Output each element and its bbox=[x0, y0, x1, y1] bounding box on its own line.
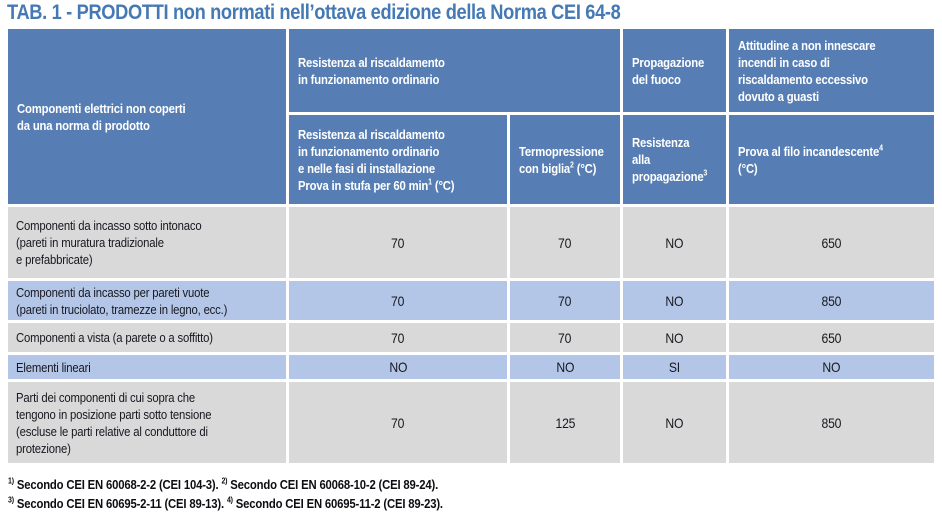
footnote-marker-3: 3 bbox=[703, 168, 708, 178]
row-3-glow-wire-value: 650 bbox=[729, 323, 934, 352]
row-3-label: Componenti a vista (a parete o a soffitt… bbox=[8, 323, 286, 352]
row-4-label: Elementi lineari bbox=[8, 355, 286, 379]
header-ignition-aptitude-group: Attitudine a non innescare incendi in ca… bbox=[729, 29, 934, 112]
header-oven-test: Resistenza al riscaldamento in funzionam… bbox=[289, 115, 507, 204]
row-1-ball-value: 70 bbox=[510, 207, 620, 278]
row-5-glow-wire-value: 850 bbox=[729, 382, 934, 463]
footnote-marker-2: 2 bbox=[570, 160, 574, 170]
page-title-text: TAB. 1 - PRODOTTI non normati nell’ottav… bbox=[7, 1, 621, 24]
header-ball-pressure: Termopressione con biglia2 (°C) bbox=[510, 115, 620, 204]
header-glow-wire: Prova al filo incandescente4 (°C) bbox=[729, 115, 934, 204]
row-5-ball-value: 125 bbox=[510, 382, 620, 463]
header-fire-propagation-group: Propagazione del fuoco bbox=[623, 29, 726, 112]
footnote-ref-3: 3) bbox=[8, 495, 14, 505]
row-4-ball-value: NO bbox=[510, 355, 620, 379]
row-4-oven-value: NO bbox=[289, 355, 507, 379]
header-propagation-resistance: Resistenza alla propagazione3 bbox=[623, 115, 726, 204]
footnote-marker-1: 1 bbox=[428, 177, 432, 187]
row-2-ball-value: 70 bbox=[510, 281, 620, 320]
footnote-ref-4: 4) bbox=[226, 495, 233, 505]
footnote-ref-1: 1) bbox=[8, 476, 14, 486]
footnotes: 1) Secondo CEI EN 60068-2-2 (CEI 104-3).… bbox=[8, 475, 508, 513]
footnote-marker-4: 4 bbox=[879, 143, 883, 153]
row-5-oven-value: 70 bbox=[289, 382, 507, 463]
row-1-label: Componenti da incasso sotto intonaco (pa… bbox=[8, 207, 286, 278]
row-5-propagation-value: NO bbox=[623, 382, 726, 463]
row-2-glow-wire-value: 850 bbox=[729, 281, 934, 320]
row-4-glow-wire-value: NO bbox=[729, 355, 934, 379]
footnote-ref-2: 2) bbox=[221, 476, 228, 486]
row-1-propagation-value: NO bbox=[623, 207, 726, 278]
products-table: Componenti elettrici non coperti da una … bbox=[8, 29, 934, 463]
row-2-label: Componenti da incasso per pareti vuote (… bbox=[8, 281, 286, 320]
header-heat-resistance-group: Resistenza al riscaldamento in funzionam… bbox=[289, 29, 620, 112]
row-5-label: Parti dei componenti di cui sopra che te… bbox=[8, 382, 286, 463]
header-components: Componenti elettrici non coperti da una … bbox=[8, 29, 286, 204]
row-2-oven-value: 70 bbox=[289, 281, 507, 320]
row-3-oven-value: 70 bbox=[289, 323, 507, 352]
row-3-ball-value: 70 bbox=[510, 323, 620, 352]
page-title: TAB. 1 - PRODOTTI non normati nell’ottav… bbox=[7, 1, 712, 25]
row-1-glow-wire-value: 650 bbox=[729, 207, 934, 278]
footnote-line-1: 1) Secondo CEI EN 60068-2-2 (CEI 104-3).… bbox=[8, 476, 439, 492]
row-4-propagation-value: SI bbox=[623, 355, 726, 379]
row-2-propagation-value: NO bbox=[623, 281, 726, 320]
footnote-line-2: 3) Secondo CEI EN 60695-2-11 (CEI 89-13)… bbox=[8, 495, 443, 511]
row-1-oven-value: 70 bbox=[289, 207, 507, 278]
row-3-propagation-value: NO bbox=[623, 323, 726, 352]
